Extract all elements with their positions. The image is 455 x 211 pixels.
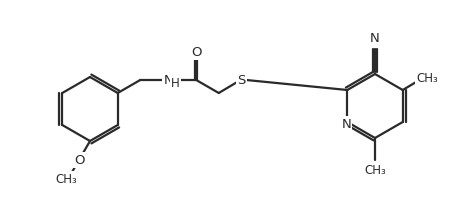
Text: CH₃: CH₃ xyxy=(364,164,386,176)
Text: S: S xyxy=(237,73,245,87)
Text: H: H xyxy=(171,77,180,89)
Text: N: N xyxy=(341,118,351,130)
Text: N: N xyxy=(163,73,173,87)
Text: O: O xyxy=(191,46,202,58)
Text: CH₃: CH₃ xyxy=(417,72,438,84)
Text: N: N xyxy=(370,31,380,45)
Text: O: O xyxy=(74,154,84,166)
Text: CH₃: CH₃ xyxy=(55,173,77,186)
